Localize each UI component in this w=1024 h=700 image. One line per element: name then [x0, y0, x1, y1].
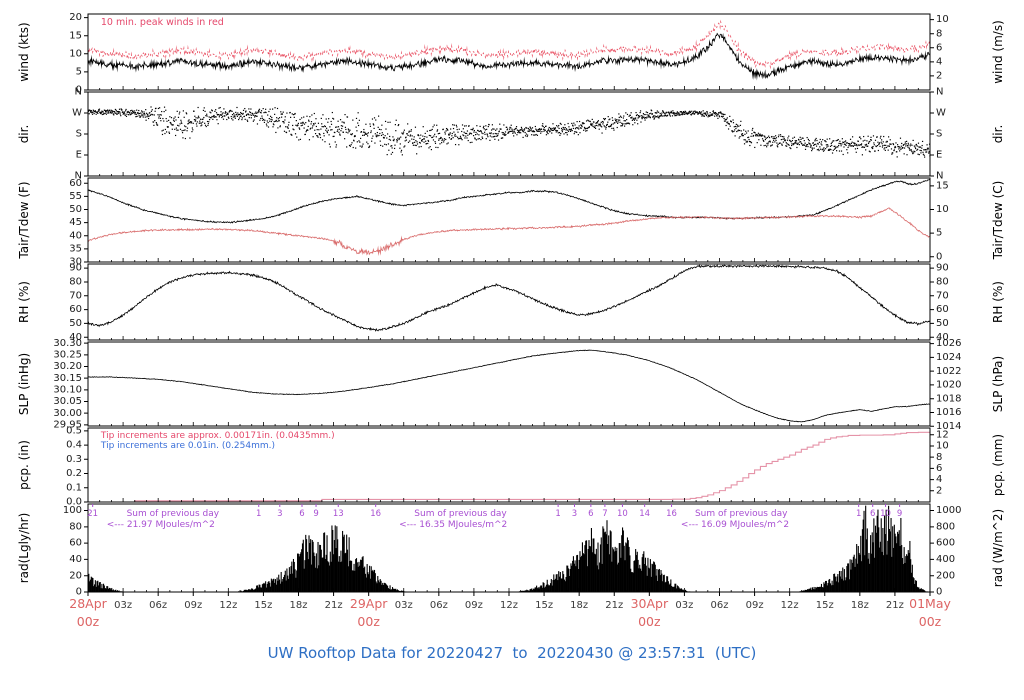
rh-left-axis-label: RH (%)	[17, 281, 31, 323]
rh-right-axis-label: RH (%)	[991, 281, 1005, 323]
pcp-right-axis-label: pcp. (mm)	[991, 433, 1005, 497]
slp-left-axis-label: SLP (inHg)	[17, 352, 31, 416]
wind-right-axis-label: wind (m/s)	[991, 20, 1005, 84]
dir-left-axis-label: dir.	[17, 124, 31, 144]
slp-right-axis-label: SLP (hPa)	[991, 355, 1005, 413]
dir-right-axis-label: dir.	[991, 124, 1005, 144]
temp-right-axis-label: Tair/Tdew (C)	[991, 180, 1005, 260]
page-title: UW Rooftop Data for 20220427 to 20220430…	[267, 644, 757, 662]
rad-right-axis-label: rad (W/m^2)	[991, 508, 1005, 588]
rad-left-axis-label: rad(Lgly/hr)	[17, 512, 31, 584]
temp-left-axis-label: Tair/Tdew (F)	[17, 181, 31, 259]
wind-left-axis-label: wind (kts)	[17, 22, 31, 82]
pcp-left-axis-label: pcp. (in)	[17, 440, 31, 490]
